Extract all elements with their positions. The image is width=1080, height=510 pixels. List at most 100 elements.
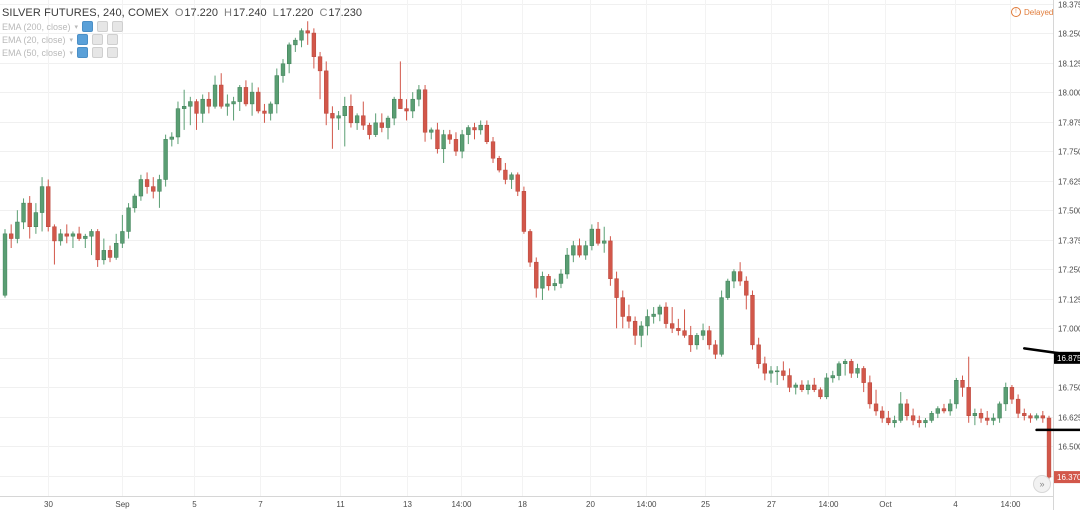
indicator-row-ema20[interactable]: EMA (20, close) ▾ [2, 33, 362, 46]
chevron-down-icon[interactable]: ▾ [74, 23, 79, 31]
candle [385, 115, 391, 140]
candle-body [89, 231, 94, 237]
candle [830, 370, 835, 383]
chevron-down-icon[interactable]: ▾ [69, 36, 74, 44]
candle-body [750, 294, 755, 346]
candle-body [608, 240, 613, 279]
candle [954, 377, 959, 409]
indicator-label[interactable]: EMA (200, close) [2, 21, 71, 32]
candle [76, 226, 82, 241]
candle-body [144, 179, 150, 187]
chevron-down-icon[interactable]: ▾ [69, 49, 74, 57]
symbol-title[interactable]: SILVER FUTURES, 240, COMEX [2, 7, 169, 19]
close-icon[interactable] [112, 21, 124, 32]
indicator-row-ema50[interactable]: EMA (50, close) ▾ [2, 46, 362, 59]
candle-body [262, 110, 267, 114]
candle [478, 120, 483, 135]
candle [330, 106, 335, 149]
candle [744, 276, 749, 310]
candle [1015, 394, 1021, 419]
candle [1046, 415, 1052, 482]
scroll-to-realtime-button[interactable]: » [1033, 475, 1051, 493]
candle-body [447, 134, 452, 140]
eye-icon[interactable] [77, 47, 89, 58]
candle-body [812, 384, 817, 390]
candle [867, 375, 873, 409]
time-tick-label: 13 [403, 500, 412, 509]
candle-body [1009, 387, 1015, 400]
candle-body [287, 44, 292, 65]
candle-body [892, 420, 897, 424]
candle [904, 399, 910, 421]
close-icon[interactable] [107, 34, 119, 45]
time-axis[interactable]: 30 Sep 5 7 11 13 14:00 18 20 14:00 25 27 14:00 Oct 4 14… [44, 500, 1021, 509]
candle-body [873, 403, 879, 412]
candle [632, 316, 638, 345]
candle [941, 403, 947, 414]
candle [515, 172, 520, 197]
candle [348, 94, 354, 128]
candle-body [27, 202, 32, 227]
candle [985, 410, 990, 426]
candle [849, 359, 854, 378]
candle [379, 113, 384, 133]
candle [132, 193, 137, 213]
candle-body [151, 186, 156, 192]
candle-body [762, 363, 767, 374]
candle-body [861, 368, 866, 383]
candle-body [299, 30, 304, 41]
candle [447, 129, 452, 145]
candle [21, 198, 26, 230]
indicator-label[interactable]: EMA (20, close) [2, 34, 66, 45]
eye-icon[interactable] [82, 21, 94, 32]
candle-body [21, 202, 26, 223]
candle-body [15, 221, 20, 239]
candle [188, 96, 193, 126]
settings-icon[interactable] [92, 34, 104, 45]
candles [2, 21, 1052, 482]
candle-body [225, 103, 230, 107]
price-tick-label: 17.875 [1058, 119, 1080, 128]
close-icon[interactable] [107, 47, 119, 58]
candle-body [688, 335, 693, 346]
candle-body [132, 195, 137, 209]
candle [317, 51, 323, 100]
candle-body [219, 84, 224, 107]
candle-body [781, 370, 786, 376]
candle-body [670, 323, 675, 329]
candle-body [910, 415, 916, 421]
indicator-label[interactable]: EMA (50, close) [2, 47, 66, 58]
price-marker-bg [1054, 471, 1080, 484]
candle [163, 134, 168, 187]
candle [311, 28, 317, 69]
candle [978, 408, 984, 423]
candle-body [614, 278, 619, 298]
candle-body [293, 39, 298, 46]
time-tick-label: 27 [767, 500, 776, 509]
candle-body [602, 240, 607, 244]
candle [534, 257, 539, 298]
candle-body [917, 420, 922, 424]
indicator-row-ema200[interactable]: EMA (200, close) ▾ [2, 20, 362, 33]
candle [373, 113, 378, 137]
delayed-status[interactable]: ! Delayed [1011, 7, 1053, 17]
ohlc-high: H17.240 [224, 7, 267, 19]
candle [991, 413, 996, 426]
settings-icon[interactable] [97, 21, 109, 32]
candle [243, 80, 249, 107]
candle-body [744, 280, 749, 296]
settings-icon[interactable] [92, 47, 104, 58]
candle [694, 333, 700, 350]
candle-body [163, 139, 168, 180]
candle [707, 325, 712, 350]
candle [929, 410, 934, 423]
candle-body [997, 403, 1002, 419]
eye-icon[interactable] [77, 34, 89, 45]
candle-body [546, 276, 551, 287]
candle [157, 174, 162, 208]
candle [107, 245, 113, 263]
candle [546, 273, 551, 291]
candle [181, 89, 187, 130]
